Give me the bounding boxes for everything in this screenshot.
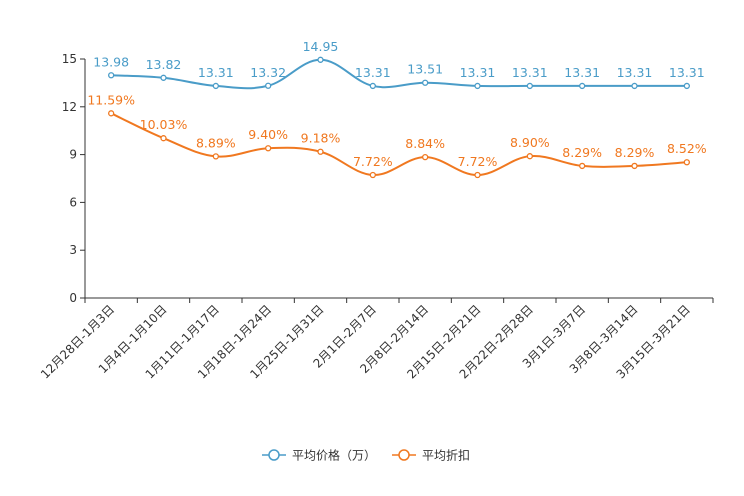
data-label-discount: 10.03% [140,117,188,132]
data-point-price[interactable] [422,79,429,86]
data-point-price[interactable] [108,72,115,79]
data-label-price: 13.51 [407,62,443,77]
legend-item-price[interactable]: 平均价格（万） [262,448,376,463]
axes: 0369121512月28日-1月3日1月4日-1月10日1月11日-1月17日… [38,52,714,382]
legend-circle-icon [398,449,410,461]
y-tick-label: 12 [62,100,77,114]
data-label-discount: 8.90% [510,135,550,150]
data-point-price[interactable] [526,82,533,90]
data-label-discount: 8.29% [615,145,655,160]
data-label-discount: 8.89% [196,135,236,150]
data-label-price: 13.31 [669,65,705,80]
legend-label: 平均折扣 [422,448,470,463]
y-tick-label: 15 [62,52,77,66]
data-point-price[interactable] [369,82,376,90]
data-label-price: 13.31 [198,65,234,80]
data-label-price: 14.95 [303,39,339,54]
data-label-discount: 8.84% [405,136,445,151]
y-tick-label: 9 [69,148,77,162]
data-point-discount[interactable] [212,153,219,160]
data-point-discount[interactable] [683,159,690,166]
data-point-discount[interactable] [317,148,324,155]
data-point-discount[interactable] [265,145,272,152]
data-point-discount[interactable] [526,153,533,160]
data-point-discount[interactable] [579,162,586,170]
y-tick-label: 6 [69,195,77,209]
data-label-price: 13.31 [564,65,600,80]
y-tick-label: 0 [69,291,77,305]
data-point-price[interactable] [683,82,690,90]
data-label-price: 13.31 [617,65,653,80]
data-label-price: 13.31 [512,65,548,80]
data-point-price[interactable] [265,82,272,89]
legend: 平均价格（万） 平均折扣 [262,448,470,463]
data-label-discount: 7.72% [458,154,498,169]
data-point-discount[interactable] [422,153,429,161]
legend-circle-icon [268,449,280,461]
series-line-discount [110,112,687,176]
data-point-price[interactable] [317,56,324,63]
data-label-discount: 8.29% [562,145,602,160]
data-label-price: 13.31 [460,65,496,80]
data-point-discount[interactable] [474,171,481,179]
data-label-discount: 8.52% [667,141,707,156]
data-label-discount: 9.18% [301,131,341,146]
data-point-discount[interactable] [631,162,638,170]
data-label-discount: 7.72% [353,154,393,169]
data-point-price[interactable] [212,82,219,90]
data-point-discount[interactable] [369,171,376,179]
data-label-price: 13.82 [146,57,182,72]
y-tick-label: 3 [69,243,77,257]
series-layer [108,56,690,179]
data-point-price[interactable] [631,82,638,90]
data-label-price: 13.31 [355,65,391,80]
data-labels-layer: 13.98 13.82 13.31 13.32 14.95 13.31 13.51 13.31… [87,39,706,169]
data-label-price: 13.98 [93,54,129,69]
data-label-discount: 9.40% [248,127,288,142]
data-point-price[interactable] [474,82,481,90]
data-point-discount[interactable] [108,110,115,117]
data-label-price: 13.32 [250,65,286,80]
data-label-discount: 11.59% [87,92,135,107]
legend-item-discount[interactable]: 平均折扣 [392,448,470,463]
data-point-price[interactable] [579,82,586,90]
data-point-discount[interactable] [160,135,167,142]
data-point-price[interactable] [160,74,167,81]
legend-label: 平均价格（万） [292,448,376,463]
